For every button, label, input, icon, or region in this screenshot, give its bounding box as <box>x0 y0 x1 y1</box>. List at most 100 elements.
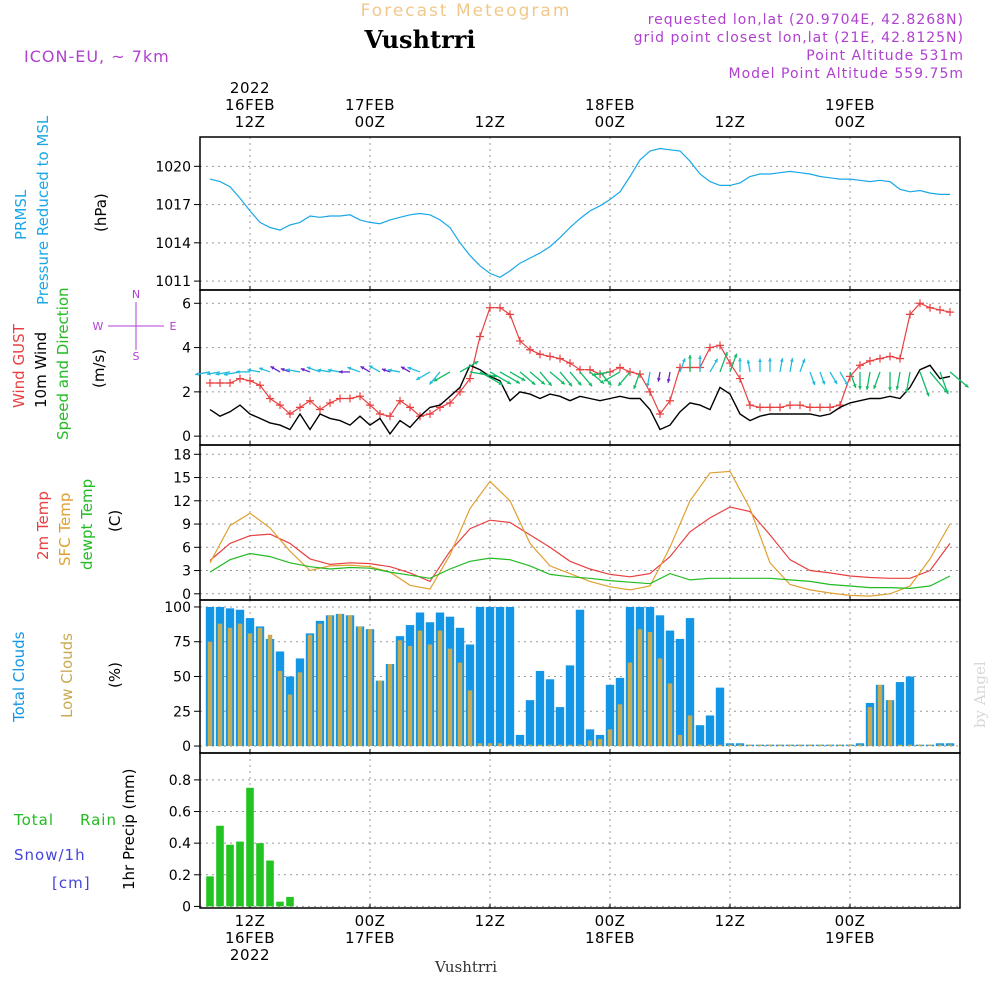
total-cloud-bar <box>475 606 485 747</box>
total-cloud-bar <box>705 715 715 747</box>
total-cloud-bar <box>485 606 495 747</box>
wind-arrow-head <box>515 380 520 384</box>
pressure-panel: 1011 1014 1017 1020 <box>155 136 961 291</box>
compass-s: S <box>133 350 140 363</box>
wind-arrow-head <box>682 358 686 363</box>
wind-arrow-head <box>895 386 900 390</box>
wind-arrow-head <box>368 365 373 369</box>
total-cloud-bar <box>695 725 705 747</box>
pressure-frame <box>199 136 961 291</box>
total-cloud-bar <box>565 665 575 747</box>
top-time-label: 12Z <box>475 113 506 131</box>
total-cloud-bar <box>585 729 595 747</box>
wind-arrow-head <box>844 381 848 386</box>
wind-arrow-head <box>429 380 434 385</box>
low-cloud-bar <box>497 743 503 747</box>
temp-ytick-label: 3 <box>182 564 191 580</box>
gust-point <box>916 299 924 308</box>
gust-point <box>716 341 724 350</box>
precip-ytick-label: 0 <box>182 899 191 915</box>
total-cloud-bar <box>525 700 535 747</box>
wind-arrow-head <box>738 357 742 362</box>
low-cloud-bar <box>707 744 713 747</box>
gust-point <box>426 410 434 418</box>
wind-arrow-head <box>328 368 332 373</box>
pressure-ytick-label: 1020 <box>155 159 191 175</box>
wind-arrow-head <box>666 379 671 383</box>
gust-point <box>566 359 574 368</box>
plot-layer: 1011 1014 1017 1020 0 2 4 6 0 3 6 9 12 15 18 0 25 50 75 100… <box>155 79 969 964</box>
wind-arrow-head <box>633 385 637 389</box>
low-cloud-bar <box>447 648 453 747</box>
gust-point <box>346 394 354 403</box>
pressure-ytick-label: 1014 <box>155 236 191 252</box>
wind-arrow-head <box>215 372 220 376</box>
gust-point <box>306 396 314 405</box>
gust-point <box>556 354 564 363</box>
total-cloud-bar <box>545 679 555 747</box>
low-cloud-bar <box>427 644 433 747</box>
gust-point <box>456 387 464 396</box>
forecast-subtitle: Forecast Meteogram <box>361 1 572 21</box>
wind-series-line <box>210 302 951 417</box>
wind-arrow-head <box>236 370 240 374</box>
low-cloud-bar <box>737 744 743 747</box>
total-cloud-bar <box>715 687 725 747</box>
low-cloud-bar <box>657 658 663 747</box>
gust-point <box>406 403 414 412</box>
wind-arrow-head <box>498 381 503 385</box>
total-cloud-bar <box>495 606 505 747</box>
wind-ytick-label: 6 <box>182 296 191 312</box>
total-label: Total <box>13 811 54 829</box>
temp-ytick-label: 15 <box>173 471 191 487</box>
wind-arrow-head <box>724 352 728 356</box>
rain-bar <box>206 876 214 907</box>
wind-series-line <box>209 364 951 436</box>
gust-point <box>756 403 764 412</box>
clouds-ytick-label: 25 <box>173 704 191 720</box>
top-time-label: 17FEB <box>345 96 395 114</box>
pressure-series-line <box>209 147 950 278</box>
gust-point <box>936 305 944 314</box>
wind-arrow-head <box>381 368 386 372</box>
bottom-time-label: 00Z <box>355 912 386 930</box>
wind-arrow-head <box>888 387 892 391</box>
bottom-time-label: 2022 <box>230 946 270 964</box>
top-time-label: 00Z <box>595 113 626 131</box>
gust-point <box>516 336 524 345</box>
low-cloud-bar <box>887 700 893 747</box>
gust-point <box>496 303 504 312</box>
gust-point <box>816 403 824 412</box>
wind-arrow-head <box>247 368 252 373</box>
low-cloud-bar <box>347 615 353 747</box>
low-cloud-bar <box>667 683 673 747</box>
low-cloud-bar <box>867 707 873 747</box>
low-cloud-bar <box>507 744 513 747</box>
wind-arrow-head <box>531 381 536 385</box>
wind-arrow-head <box>280 368 285 372</box>
gust-point <box>256 381 264 390</box>
wind-arrow-head <box>300 368 305 372</box>
wind-arrow-head <box>270 366 275 370</box>
low-cloud-bar <box>397 640 403 747</box>
gust-point <box>326 398 334 407</box>
wind-arrow-head <box>521 377 526 381</box>
total-cloud-bar <box>905 676 915 747</box>
temp-ytick-label: 0 <box>182 587 191 603</box>
bottom-time-label: 19FEB <box>825 929 875 947</box>
total-cloud-bar <box>505 606 515 747</box>
wind-arrow-head <box>568 382 573 387</box>
low-cloud-bar <box>297 672 303 747</box>
low-cloud-bar <box>517 744 523 747</box>
wind-arrow-head <box>416 376 421 380</box>
gust-point <box>866 356 874 365</box>
compass-n: N <box>132 288 140 301</box>
low-cloud-bar <box>777 744 783 747</box>
low-cloud-bar <box>547 744 553 747</box>
temp-ytick-label: 6 <box>182 540 191 556</box>
low-cloud-bar <box>277 670 283 747</box>
rain-bar <box>246 787 254 907</box>
temp-ytick-label: 12 <box>173 494 191 510</box>
low-cloud-bar <box>377 680 383 747</box>
gust-point <box>276 401 284 410</box>
